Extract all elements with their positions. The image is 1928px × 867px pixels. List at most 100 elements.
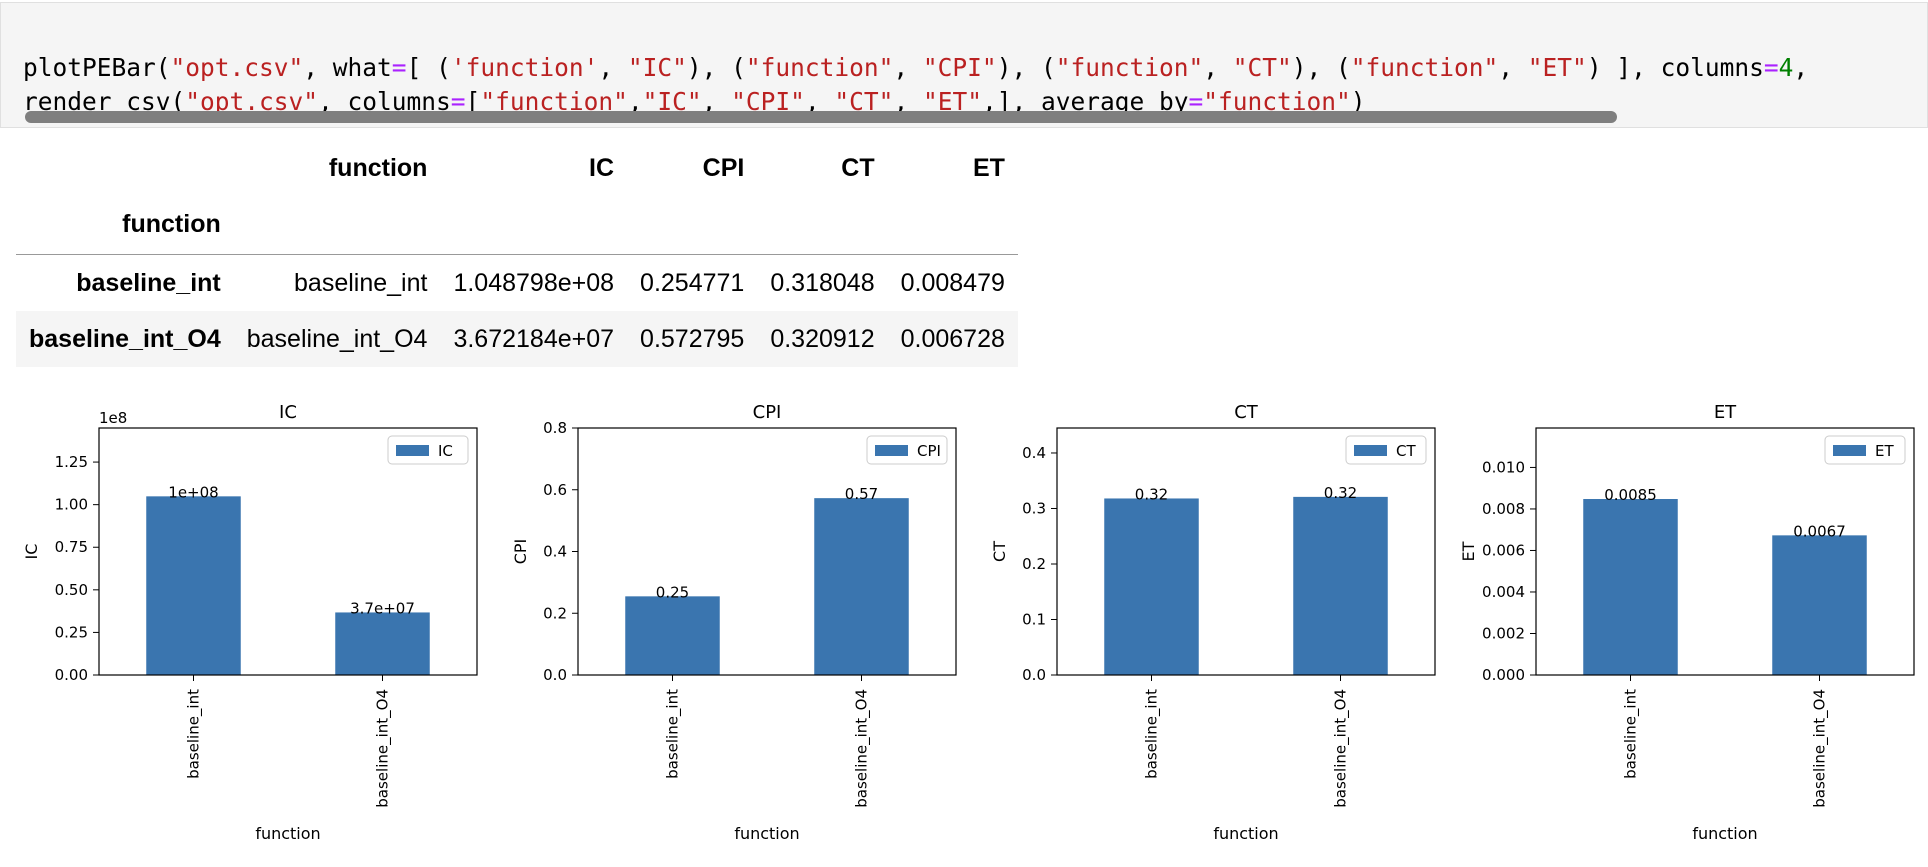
table-cell: 0.008479 bbox=[900, 268, 1005, 297]
bar-value-label: 0.32 bbox=[1135, 485, 1168, 503]
axis-offset-label: 1e8 bbox=[99, 409, 127, 427]
bar-value-label: 0.0085 bbox=[1604, 486, 1657, 504]
table-header-row: function IC CPI CT ET bbox=[16, 142, 1018, 194]
y-tick-label: 1.25 bbox=[55, 453, 88, 471]
legend-label: CPI bbox=[917, 442, 941, 460]
row-index: baseline_int bbox=[76, 268, 221, 297]
y-axis-label: CT bbox=[990, 541, 1009, 562]
bar-value-label: 0.57 bbox=[845, 485, 878, 503]
y-tick-label: 0.75 bbox=[55, 538, 88, 556]
row-index: baseline_int_O4 bbox=[29, 324, 221, 353]
chart-title: CT bbox=[1234, 402, 1259, 423]
y-axis-label: ET bbox=[1459, 541, 1478, 561]
bar bbox=[1293, 496, 1388, 675]
chart-et: 0.0085 baseline_int 0.0067 baseline_int_O4 0… bbox=[1459, 402, 1915, 843]
y-tick-label: 0.0 bbox=[543, 666, 567, 684]
bar bbox=[1772, 535, 1867, 675]
table-cell: 0.572795 bbox=[640, 324, 745, 353]
bar bbox=[335, 612, 430, 675]
y-axis-label: CPI bbox=[511, 539, 530, 565]
y-tick-label: 0.1 bbox=[1022, 610, 1046, 628]
column-header: CT bbox=[841, 153, 875, 182]
axes-frame bbox=[98, 427, 478, 676]
legend-swatch bbox=[875, 445, 908, 456]
column-header: function bbox=[328, 153, 428, 182]
y-tick-label: 0.008 bbox=[1482, 500, 1525, 518]
x-tick-label: baseline_int_O4 bbox=[1811, 689, 1830, 808]
y-tick-label: 0.000 bbox=[1482, 666, 1525, 684]
x-tick-label: baseline_int_O4 bbox=[1332, 689, 1351, 808]
y-tick-label: 0.010 bbox=[1482, 458, 1525, 476]
column-header: IC bbox=[589, 153, 615, 182]
column-header: ET bbox=[972, 153, 1005, 182]
table-cell: 0.320912 bbox=[770, 324, 875, 353]
table-cell: 0.254771 bbox=[640, 268, 745, 297]
x-axis-label: function bbox=[255, 824, 320, 843]
axes-frame bbox=[1056, 427, 1436, 676]
x-tick-label: baseline_int_O4 bbox=[374, 689, 393, 808]
y-tick-label: 0.0 bbox=[1022, 666, 1046, 684]
code-line-2[interactable]: render_csv("opt.csv", columns=["function… bbox=[23, 87, 1366, 116]
y-tick-label: 1.00 bbox=[55, 496, 88, 514]
bar-value-label: 1e+08 bbox=[168, 483, 218, 501]
bar bbox=[146, 496, 241, 675]
table-row: baseline_int baseline_int 1.048798e+08 0… bbox=[16, 255, 1018, 312]
bar bbox=[1583, 499, 1678, 675]
legend-swatch bbox=[1354, 445, 1387, 456]
y-tick-label: 0.002 bbox=[1482, 624, 1525, 642]
code-line-1[interactable]: plotPEBar("opt.csv", what=[ ('function',… bbox=[23, 53, 1809, 82]
y-tick-label: 0.00 bbox=[55, 666, 88, 684]
legend-label: ET bbox=[1875, 442, 1894, 460]
x-tick-label: baseline_int_O4 bbox=[853, 689, 872, 808]
y-tick-label: 0.25 bbox=[55, 623, 88, 641]
chart-cpi: 0.25 baseline_int 0.57 baseline_int_O4 0.0 0.… bbox=[511, 402, 957, 843]
index-name-row: function bbox=[16, 194, 1018, 255]
horizontal-scrollbar[interactable] bbox=[25, 111, 1617, 123]
legend-swatch bbox=[1833, 445, 1866, 456]
y-tick-label: 0.006 bbox=[1482, 541, 1525, 559]
table-cell: 1.048798e+08 bbox=[453, 268, 615, 297]
y-tick-label: 0.3 bbox=[1022, 499, 1046, 517]
y-tick-label: 0.004 bbox=[1482, 583, 1525, 601]
axes-frame bbox=[1535, 427, 1915, 676]
chart-title: ET bbox=[1714, 402, 1737, 423]
header-blank bbox=[16, 142, 234, 194]
bar-charts-figure: 1e+08baseline_int3.7e+07baseline_int_O40… bbox=[22, 402, 1915, 843]
x-tick-label: baseline_int bbox=[664, 689, 683, 779]
legend-label: IC bbox=[438, 442, 453, 460]
table-cell: baseline_int_O4 bbox=[246, 324, 428, 353]
x-axis-label: function bbox=[1213, 824, 1278, 843]
x-axis-label: function bbox=[1692, 824, 1757, 843]
table-cell: 0.318048 bbox=[770, 268, 875, 297]
y-tick-label: 0.50 bbox=[55, 581, 88, 599]
y-tick-label: 0.2 bbox=[543, 604, 567, 622]
y-tick-label: 0.4 bbox=[543, 543, 567, 561]
bar bbox=[1104, 498, 1199, 675]
code-cell[interactable]: plotPEBar("opt.csv", what=[ ('function',… bbox=[0, 2, 1928, 128]
x-axis-label: function bbox=[734, 824, 799, 843]
legend-label: CT bbox=[1396, 442, 1416, 460]
bar-value-label: 0.0067 bbox=[1793, 522, 1846, 540]
table-cell: baseline_int bbox=[294, 268, 428, 297]
legend-swatch bbox=[396, 445, 429, 456]
dataframe-table: function IC CPI CT ET function baseline_… bbox=[16, 142, 1018, 367]
bar-value-label: 3.7e+07 bbox=[350, 599, 415, 617]
y-tick-label: 0.8 bbox=[543, 419, 567, 437]
x-tick-label: baseline_int bbox=[1143, 689, 1162, 779]
y-tick-label: 0.2 bbox=[1022, 555, 1046, 573]
chart-ct: 0.32 baseline_int 0.32 baseline_int_O4 0.0 0.… bbox=[990, 402, 1436, 843]
y-axis-label: IC bbox=[22, 544, 41, 560]
bar-value-label: 0.25 bbox=[656, 583, 689, 601]
x-tick-label: baseline_int bbox=[185, 689, 204, 779]
bar bbox=[625, 596, 720, 675]
table-row: baseline_int_O4 baseline_int_O4 3.672184… bbox=[16, 311, 1018, 367]
chart-title: CPI bbox=[753, 402, 782, 423]
x-tick-label: baseline_int bbox=[1622, 689, 1641, 779]
column-header: CPI bbox=[702, 153, 745, 182]
bar-value-label: 0.32 bbox=[1324, 484, 1357, 502]
table-cell: 3.672184e+07 bbox=[453, 324, 615, 353]
table-cell: 0.006728 bbox=[900, 324, 1005, 353]
y-tick-label: 0.4 bbox=[1022, 444, 1046, 462]
chart-ic: 1e+08 baseline_int 3.7e+07 baseline_int_O4 0… bbox=[22, 402, 478, 843]
bar bbox=[814, 498, 909, 675]
